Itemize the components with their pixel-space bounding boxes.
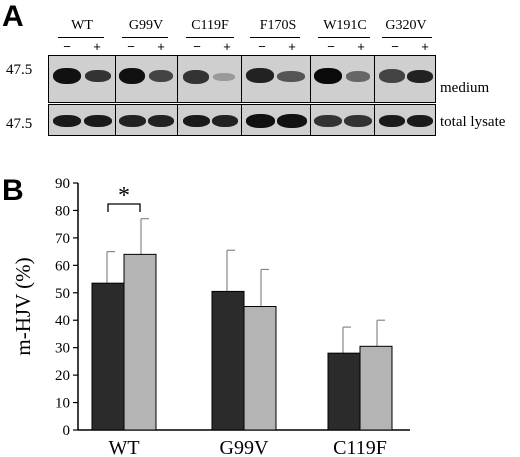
band-lysate-wt-plus bbox=[84, 115, 112, 127]
blot-divider bbox=[310, 56, 311, 102]
band-medium-wt-minus bbox=[53, 68, 81, 84]
row-label-medium: medium bbox=[440, 80, 490, 96]
blot-divider bbox=[310, 105, 311, 135]
blot-divider bbox=[374, 56, 375, 102]
band-medium-g99v-plus bbox=[149, 70, 173, 82]
bar-c119f-series-2 bbox=[359, 345, 393, 431]
lane-rule-wt bbox=[58, 37, 104, 38]
sign-minus-g320v: − bbox=[391, 39, 399, 54]
band-lysate-g320v-minus bbox=[379, 115, 405, 127]
y-tick-label: 70 bbox=[55, 231, 70, 247]
lane-label-c119f: C119F bbox=[191, 18, 229, 33]
sign-minus-wt: − bbox=[63, 39, 71, 54]
band-lysate-f170s-minus bbox=[246, 114, 275, 128]
sign-plus-wt: + bbox=[93, 39, 101, 54]
blot-total-lysate bbox=[48, 104, 436, 136]
sign-plus-c119f: + bbox=[223, 39, 231, 54]
x-category-label: C119F bbox=[333, 437, 387, 457]
band-lysate-w191c-plus bbox=[344, 115, 372, 127]
band-medium-c119f-plus bbox=[213, 73, 235, 81]
y-tick-label: 80 bbox=[55, 203, 70, 219]
sign-minus-w191c: − bbox=[327, 39, 335, 54]
lane-label-g320v: G320V bbox=[385, 18, 427, 33]
blot-divider bbox=[177, 56, 178, 102]
lane-label-w191c: W191C bbox=[323, 18, 367, 33]
sign-plus-g320v: + bbox=[421, 39, 429, 54]
lane-rule-g99v bbox=[122, 37, 168, 38]
band-medium-g99v-minus bbox=[119, 68, 145, 84]
blot-medium bbox=[48, 55, 436, 103]
lane-label-f170s: F170S bbox=[259, 18, 297, 33]
band-lysate-g320v-plus bbox=[407, 115, 433, 127]
band-medium-c119f-minus bbox=[183, 70, 209, 84]
y-tick-label: 20 bbox=[55, 368, 70, 384]
y-axis-label: m-HJV (%) bbox=[11, 257, 35, 355]
sign-minus-f170s: − bbox=[258, 39, 266, 54]
band-lysate-c119f-minus bbox=[183, 115, 210, 127]
blot-divider bbox=[374, 105, 375, 135]
band-lysate-w191c-minus bbox=[314, 115, 342, 127]
band-medium-f170s-plus bbox=[277, 71, 305, 82]
panel-a-letter: A bbox=[2, 0, 24, 33]
lane-label-wt: WT bbox=[71, 18, 93, 33]
lane-rule-g320v bbox=[382, 37, 432, 38]
sign-minus-g99v: − bbox=[127, 39, 135, 54]
sign-minus-c119f: − bbox=[193, 39, 201, 54]
lane-rule-c119f bbox=[186, 37, 234, 38]
band-medium-g320v-minus bbox=[379, 69, 405, 83]
bar-c119f-series-1 bbox=[327, 352, 361, 431]
band-medium-w191c-minus bbox=[314, 68, 342, 84]
bar-g99v-series-1 bbox=[211, 290, 245, 431]
x-category-label: G99V bbox=[220, 437, 269, 457]
y-tick-label: 40 bbox=[55, 313, 70, 329]
band-medium-wt-plus bbox=[85, 70, 111, 82]
blot-divider bbox=[115, 56, 116, 102]
blot-divider bbox=[177, 105, 178, 135]
blot-divider bbox=[241, 56, 242, 102]
band-lysate-g99v-plus bbox=[148, 115, 174, 127]
sign-plus-w191c: + bbox=[357, 39, 365, 54]
band-lysate-c119f-plus bbox=[212, 115, 238, 127]
lane-rule-f170s bbox=[250, 37, 300, 38]
row-label-total-lysate: total lysate bbox=[440, 114, 506, 130]
significance-star: * bbox=[118, 183, 130, 209]
y-tick-label: 60 bbox=[55, 258, 70, 274]
band-medium-f170s-minus bbox=[246, 68, 274, 83]
band-lysate-wt-minus bbox=[53, 115, 81, 127]
bar-g99v-series-2 bbox=[243, 306, 277, 431]
y-tick-label: 90 bbox=[55, 176, 70, 192]
band-medium-g320v-plus bbox=[407, 70, 433, 83]
panel-b-letter: B bbox=[2, 174, 24, 207]
significance-bracket bbox=[107, 203, 141, 212]
blot-divider bbox=[115, 105, 116, 135]
y-tick-label: 0 bbox=[63, 423, 71, 439]
mw-marker-medium: 47.5 bbox=[6, 62, 33, 78]
band-medium-w191c-plus bbox=[346, 71, 370, 82]
bar-wt-series-2 bbox=[123, 253, 157, 431]
lane-rule-w191c bbox=[318, 37, 370, 38]
blot-divider bbox=[241, 105, 242, 135]
sign-plus-f170s: + bbox=[288, 39, 296, 54]
lane-label-g99v: G99V bbox=[128, 18, 164, 33]
y-tick-label: 50 bbox=[55, 286, 70, 302]
band-lysate-g99v-minus bbox=[119, 115, 146, 127]
y-tick-label: 10 bbox=[55, 396, 70, 412]
sign-plus-g99v: + bbox=[157, 39, 165, 54]
x-category-label: WT bbox=[108, 437, 139, 457]
mw-marker-lysate: 47.5 bbox=[6, 116, 33, 132]
y-tick-label: 30 bbox=[55, 341, 70, 357]
bar-wt-series-1 bbox=[91, 282, 125, 431]
band-lysate-f170s-plus bbox=[277, 114, 307, 128]
